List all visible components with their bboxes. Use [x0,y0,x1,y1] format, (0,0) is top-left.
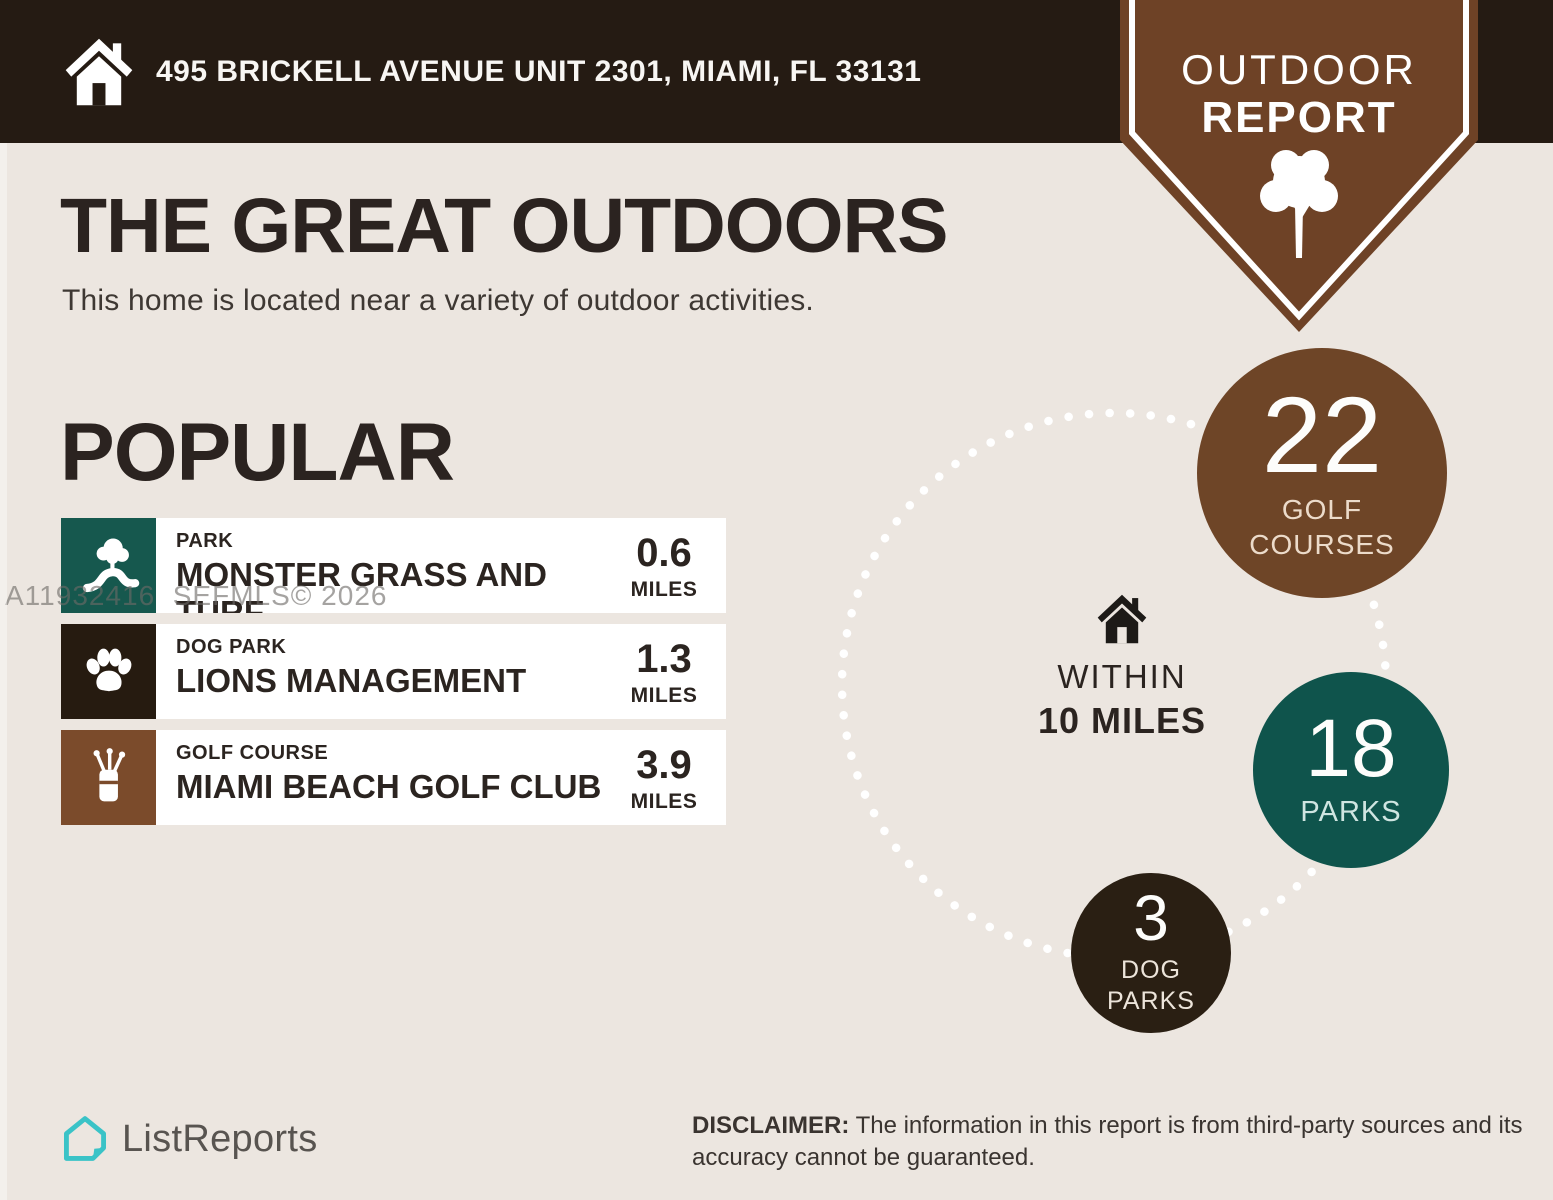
stat-label: GOLF COURSES [1249,494,1395,561]
poi-row-park: PARK MONSTER GRASS AND TURF 0.6 MILES [61,518,726,613]
poi-name: LIONS MANAGEMENT [176,662,527,699]
stat-value: 18 [1305,702,1397,794]
stat-value: 3 [1133,882,1169,955]
home-icon [1097,594,1147,644]
stat-circle-parks: 18 PARKS [1253,672,1449,868]
outdoor-report-ribbon: OUTDOOR REPORT [1120,0,1478,332]
radius-label-line1: WITHIN [1057,658,1187,695]
listreports-logo-icon [63,1116,107,1161]
stat-circle-golf-courses: 22 GOLF COURSES [1197,348,1447,598]
stat-circle-dog-parks: 3 DOG PARKS [1071,873,1231,1033]
ribbon-line1: OUTDOOR [1181,46,1417,93]
poi-row-golf-course: GOLF COURSE MIAMI BEACH GOLF CLUB 3.9 MI… [61,730,726,825]
page-title: THE GREAT OUTDOORS [60,183,948,269]
poi-distance-unit: MILES [630,790,698,813]
house-icon [65,38,133,105]
disclaimer-label: DISCLAIMER: [692,1112,850,1139]
disclaimer: DISCLAIMER: The information in this repo… [692,1110,1552,1175]
stat-value: 22 [1261,373,1383,495]
poi-distance: 1.3 [636,637,692,681]
stat-label: PARKS [1300,795,1402,828]
scan-edge-artifact [0,143,7,1200]
popular-heading: POPULAR [60,407,455,498]
poi-name: MIAMI BEACH GOLF CLUB [176,768,602,805]
poi-row-dog-park: DOG PARK LIONS MANAGEMENT 1.3 MILES [61,624,726,719]
mls-watermark: A11932416 SEFMLS© 2026 [5,580,388,611]
radius-label-line2: 10 MILES [1037,700,1207,741]
page-subtitle: This home is located near a variety of o… [62,284,814,317]
popular-list: PARK MONSTER GRASS AND TURF 0.6 MILES DO… [61,518,726,836]
poi-distance-unit: MILES [630,578,698,601]
poi-name: MONSTER GRASS AND TURF [176,556,547,613]
golf-bag-icon [93,747,125,801]
tree-icon [1260,150,1338,258]
poi-category: GOLF COURSE [176,742,329,764]
disclaimer-text: The information in this report is from t… [692,1112,1523,1172]
poi-category: DOG PARK [176,636,287,658]
home-marker: WITHIN 10 MILES [1032,592,1212,742]
ribbon-line2: REPORT [1201,93,1396,142]
poi-distance-unit: MILES [630,684,698,707]
paw-icon [86,648,131,691]
poi-category: PARK [176,530,234,552]
property-address: 495 BRICKELL AVENUE UNIT 2301, MIAMI, FL… [156,54,922,88]
park-icon [82,538,139,592]
stat-label: DOG PARKS [1107,956,1195,1016]
listreports-logo: ListReports [62,1114,318,1164]
poi-distance: 3.9 [636,743,692,787]
poi-distance: 0.6 [636,531,692,575]
brand-name: ListReports [122,1117,318,1160]
